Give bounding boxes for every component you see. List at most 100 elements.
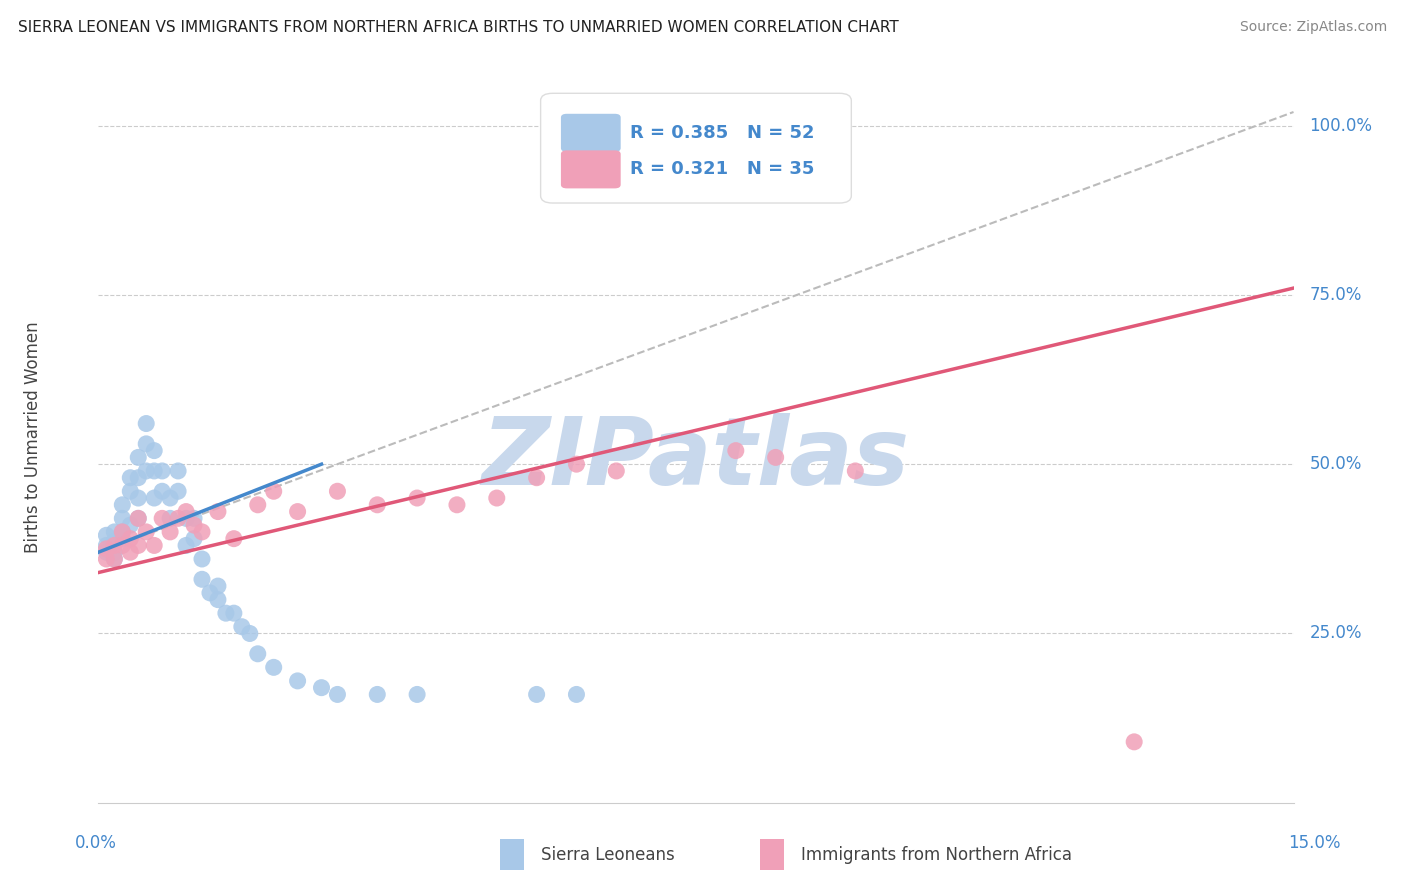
Point xyxy=(120,484,142,499)
Point xyxy=(96,545,118,559)
Text: Immigrants from Northern Africa: Immigrants from Northern Africa xyxy=(801,846,1073,863)
Point xyxy=(111,524,134,539)
Point xyxy=(1123,735,1146,749)
Point xyxy=(207,592,229,607)
Point xyxy=(96,538,118,552)
Point xyxy=(127,450,149,465)
Point xyxy=(127,471,149,485)
Text: Sierra Leoneans: Sierra Leoneans xyxy=(541,846,675,863)
Point xyxy=(446,498,468,512)
Point xyxy=(135,524,157,539)
Point xyxy=(287,505,309,519)
Point xyxy=(111,532,134,546)
Point xyxy=(103,545,125,559)
Point xyxy=(263,484,285,499)
Text: Source: ZipAtlas.com: Source: ZipAtlas.com xyxy=(1240,20,1388,34)
Point xyxy=(167,464,190,478)
Point xyxy=(103,538,125,552)
FancyBboxPatch shape xyxy=(561,114,620,152)
Point xyxy=(263,660,285,674)
Text: R = 0.385   N = 52: R = 0.385 N = 52 xyxy=(630,124,814,142)
Text: 100.0%: 100.0% xyxy=(1309,117,1372,135)
Point xyxy=(844,464,866,478)
Point xyxy=(174,511,197,525)
Point xyxy=(326,688,349,702)
Point xyxy=(127,511,149,525)
Point xyxy=(159,524,181,539)
Text: SIERRA LEONEAN VS IMMIGRANTS FROM NORTHERN AFRICA BIRTHS TO UNMARRIED WOMEN CORR: SIERRA LEONEAN VS IMMIGRANTS FROM NORTHE… xyxy=(18,20,898,35)
Point xyxy=(191,552,214,566)
Point xyxy=(143,443,166,458)
Point xyxy=(191,524,214,539)
Point xyxy=(150,484,173,499)
Point xyxy=(103,552,125,566)
Point xyxy=(111,524,134,539)
Point xyxy=(239,626,262,640)
FancyBboxPatch shape xyxy=(540,94,851,203)
Point xyxy=(605,464,627,478)
Text: 25.0%: 25.0% xyxy=(1309,624,1362,642)
Point xyxy=(406,491,429,505)
Point xyxy=(150,511,173,525)
Point xyxy=(120,471,142,485)
Point xyxy=(765,450,787,465)
Point xyxy=(111,538,134,552)
Point xyxy=(174,505,197,519)
Point xyxy=(127,491,149,505)
Point xyxy=(246,498,269,512)
Point xyxy=(198,586,221,600)
Point xyxy=(406,688,429,702)
Point xyxy=(231,620,253,634)
Point xyxy=(207,505,229,519)
Point xyxy=(135,464,157,478)
Point xyxy=(366,688,388,702)
Point xyxy=(222,532,245,546)
Point xyxy=(565,457,588,471)
Point xyxy=(207,579,229,593)
Text: 0.0%: 0.0% xyxy=(75,834,117,852)
Point xyxy=(135,417,157,431)
Point xyxy=(167,484,190,499)
Point xyxy=(127,511,149,525)
Point xyxy=(311,681,333,695)
Point xyxy=(246,647,269,661)
Point xyxy=(222,606,245,620)
Point xyxy=(103,552,125,566)
Point xyxy=(150,464,173,478)
Text: Births to Unmarried Women: Births to Unmarried Women xyxy=(24,321,42,553)
Point xyxy=(191,572,214,586)
Point xyxy=(183,511,205,525)
Point xyxy=(127,538,149,552)
Point xyxy=(103,535,125,549)
Point xyxy=(143,538,166,552)
Text: 15.0%: 15.0% xyxy=(1288,834,1341,852)
Point xyxy=(120,532,142,546)
Point xyxy=(215,606,238,620)
Point xyxy=(103,524,125,539)
Point xyxy=(724,443,747,458)
Point xyxy=(96,541,118,556)
Point xyxy=(526,471,548,485)
Point xyxy=(326,484,349,499)
Point xyxy=(287,673,309,688)
Text: 50.0%: 50.0% xyxy=(1309,455,1362,473)
Point xyxy=(159,511,181,525)
Text: ZIPatlas: ZIPatlas xyxy=(482,413,910,505)
Point xyxy=(120,518,142,533)
Point xyxy=(96,552,118,566)
Point xyxy=(174,538,197,552)
Point xyxy=(485,491,508,505)
Point xyxy=(135,437,157,451)
Point xyxy=(111,498,134,512)
Text: R = 0.321   N = 35: R = 0.321 N = 35 xyxy=(630,161,814,178)
Point xyxy=(183,532,205,546)
Point xyxy=(565,688,588,702)
Point xyxy=(526,688,548,702)
Point xyxy=(96,528,118,542)
Text: 75.0%: 75.0% xyxy=(1309,285,1362,304)
Point xyxy=(143,464,166,478)
Point xyxy=(111,511,134,525)
Point xyxy=(120,545,142,559)
FancyBboxPatch shape xyxy=(561,151,620,188)
Point xyxy=(143,491,166,505)
